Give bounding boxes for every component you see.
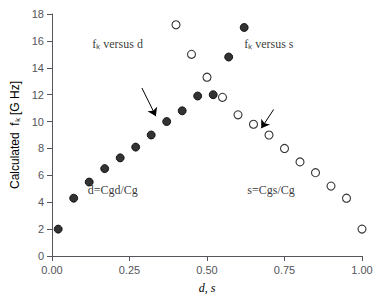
svg-text:4: 4 [38,196,44,208]
svg-text:0.50: 0.50 [196,264,217,276]
svg-text:fₖ versus d: fₖ versus d [92,37,143,51]
svg-text:0.25: 0.25 [119,264,140,276]
svg-text:d=Cgd/Cg: d=Cgd/Cg [88,183,138,197]
svg-text:2: 2 [38,223,44,235]
svg-text:10: 10 [32,116,44,128]
svg-text:8: 8 [38,142,44,154]
svg-text:6: 6 [38,169,44,181]
svg-text:1.00: 1.00 [351,264,372,276]
svg-text:0.00: 0.00 [41,264,62,276]
svg-text:0.75: 0.75 [274,264,295,276]
svg-text:s=Cgs/Cg: s=Cgs/Cg [247,183,294,197]
svg-text:12: 12 [32,89,44,101]
svg-text:fₖ versus s: fₖ versus s [244,37,294,51]
svg-text:16: 16 [32,35,44,47]
svg-text:18: 18 [32,8,44,20]
svg-text:0: 0 [38,250,44,262]
svg-text:d, s: d, s [199,281,216,295]
svg-text:14: 14 [32,62,44,74]
svg-text:Calculated fₖ [G Hz]: Calculated fₖ [G Hz] [8,81,22,189]
